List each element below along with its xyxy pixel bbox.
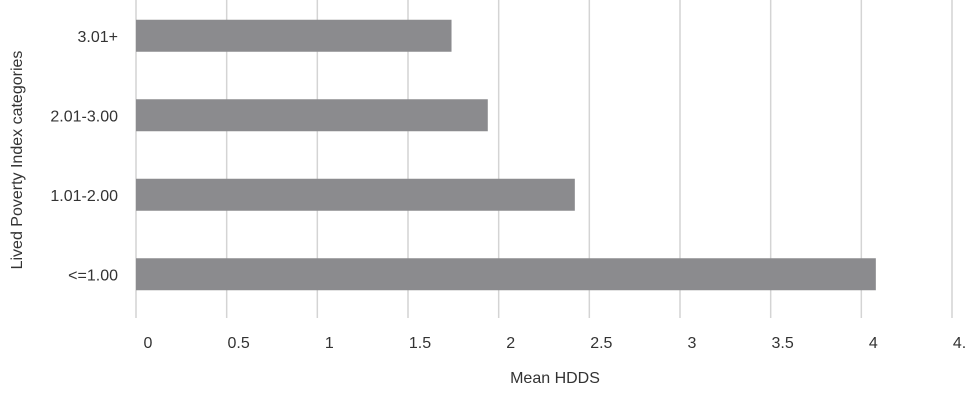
x-axis-label: Mean HDDS bbox=[510, 370, 600, 387]
bar-3 bbox=[136, 19, 452, 52]
category-label: 1.01-2.00 bbox=[50, 188, 118, 205]
bar-0 bbox=[136, 258, 876, 291]
x-tick-label: 2 bbox=[506, 335, 515, 352]
x-tick-label: 4 bbox=[869, 335, 878, 352]
x-tick-labels: 0 0.5 1 1.5 2 2.5 3 3.5 4 4.5 bbox=[144, 335, 966, 352]
gridlines bbox=[135, 0, 953, 318]
bar-2 bbox=[136, 99, 488, 132]
x-tick-label: 3 bbox=[688, 335, 697, 352]
y-axis-label: Lived Poverty Index categories bbox=[9, 51, 26, 270]
bars bbox=[136, 19, 876, 291]
x-tick-label: 2.5 bbox=[590, 335, 612, 352]
category-label: 3.01+ bbox=[78, 29, 118, 46]
category-label: 2.01-3.00 bbox=[50, 108, 118, 125]
category-labels: <=1.00 1.01-2.00 2.01-3.00 3.01+ bbox=[50, 29, 118, 285]
x-tick-label: 0.5 bbox=[228, 335, 250, 352]
x-tick-label: 1.5 bbox=[409, 335, 431, 352]
x-tick-label: 3.5 bbox=[772, 335, 794, 352]
bar-1 bbox=[136, 178, 575, 211]
x-tick-label: 4.5 bbox=[953, 335, 966, 352]
x-tick-label: 0 bbox=[144, 335, 153, 352]
x-tick-label: 1 bbox=[325, 335, 334, 352]
category-label: <=1.00 bbox=[68, 267, 118, 284]
